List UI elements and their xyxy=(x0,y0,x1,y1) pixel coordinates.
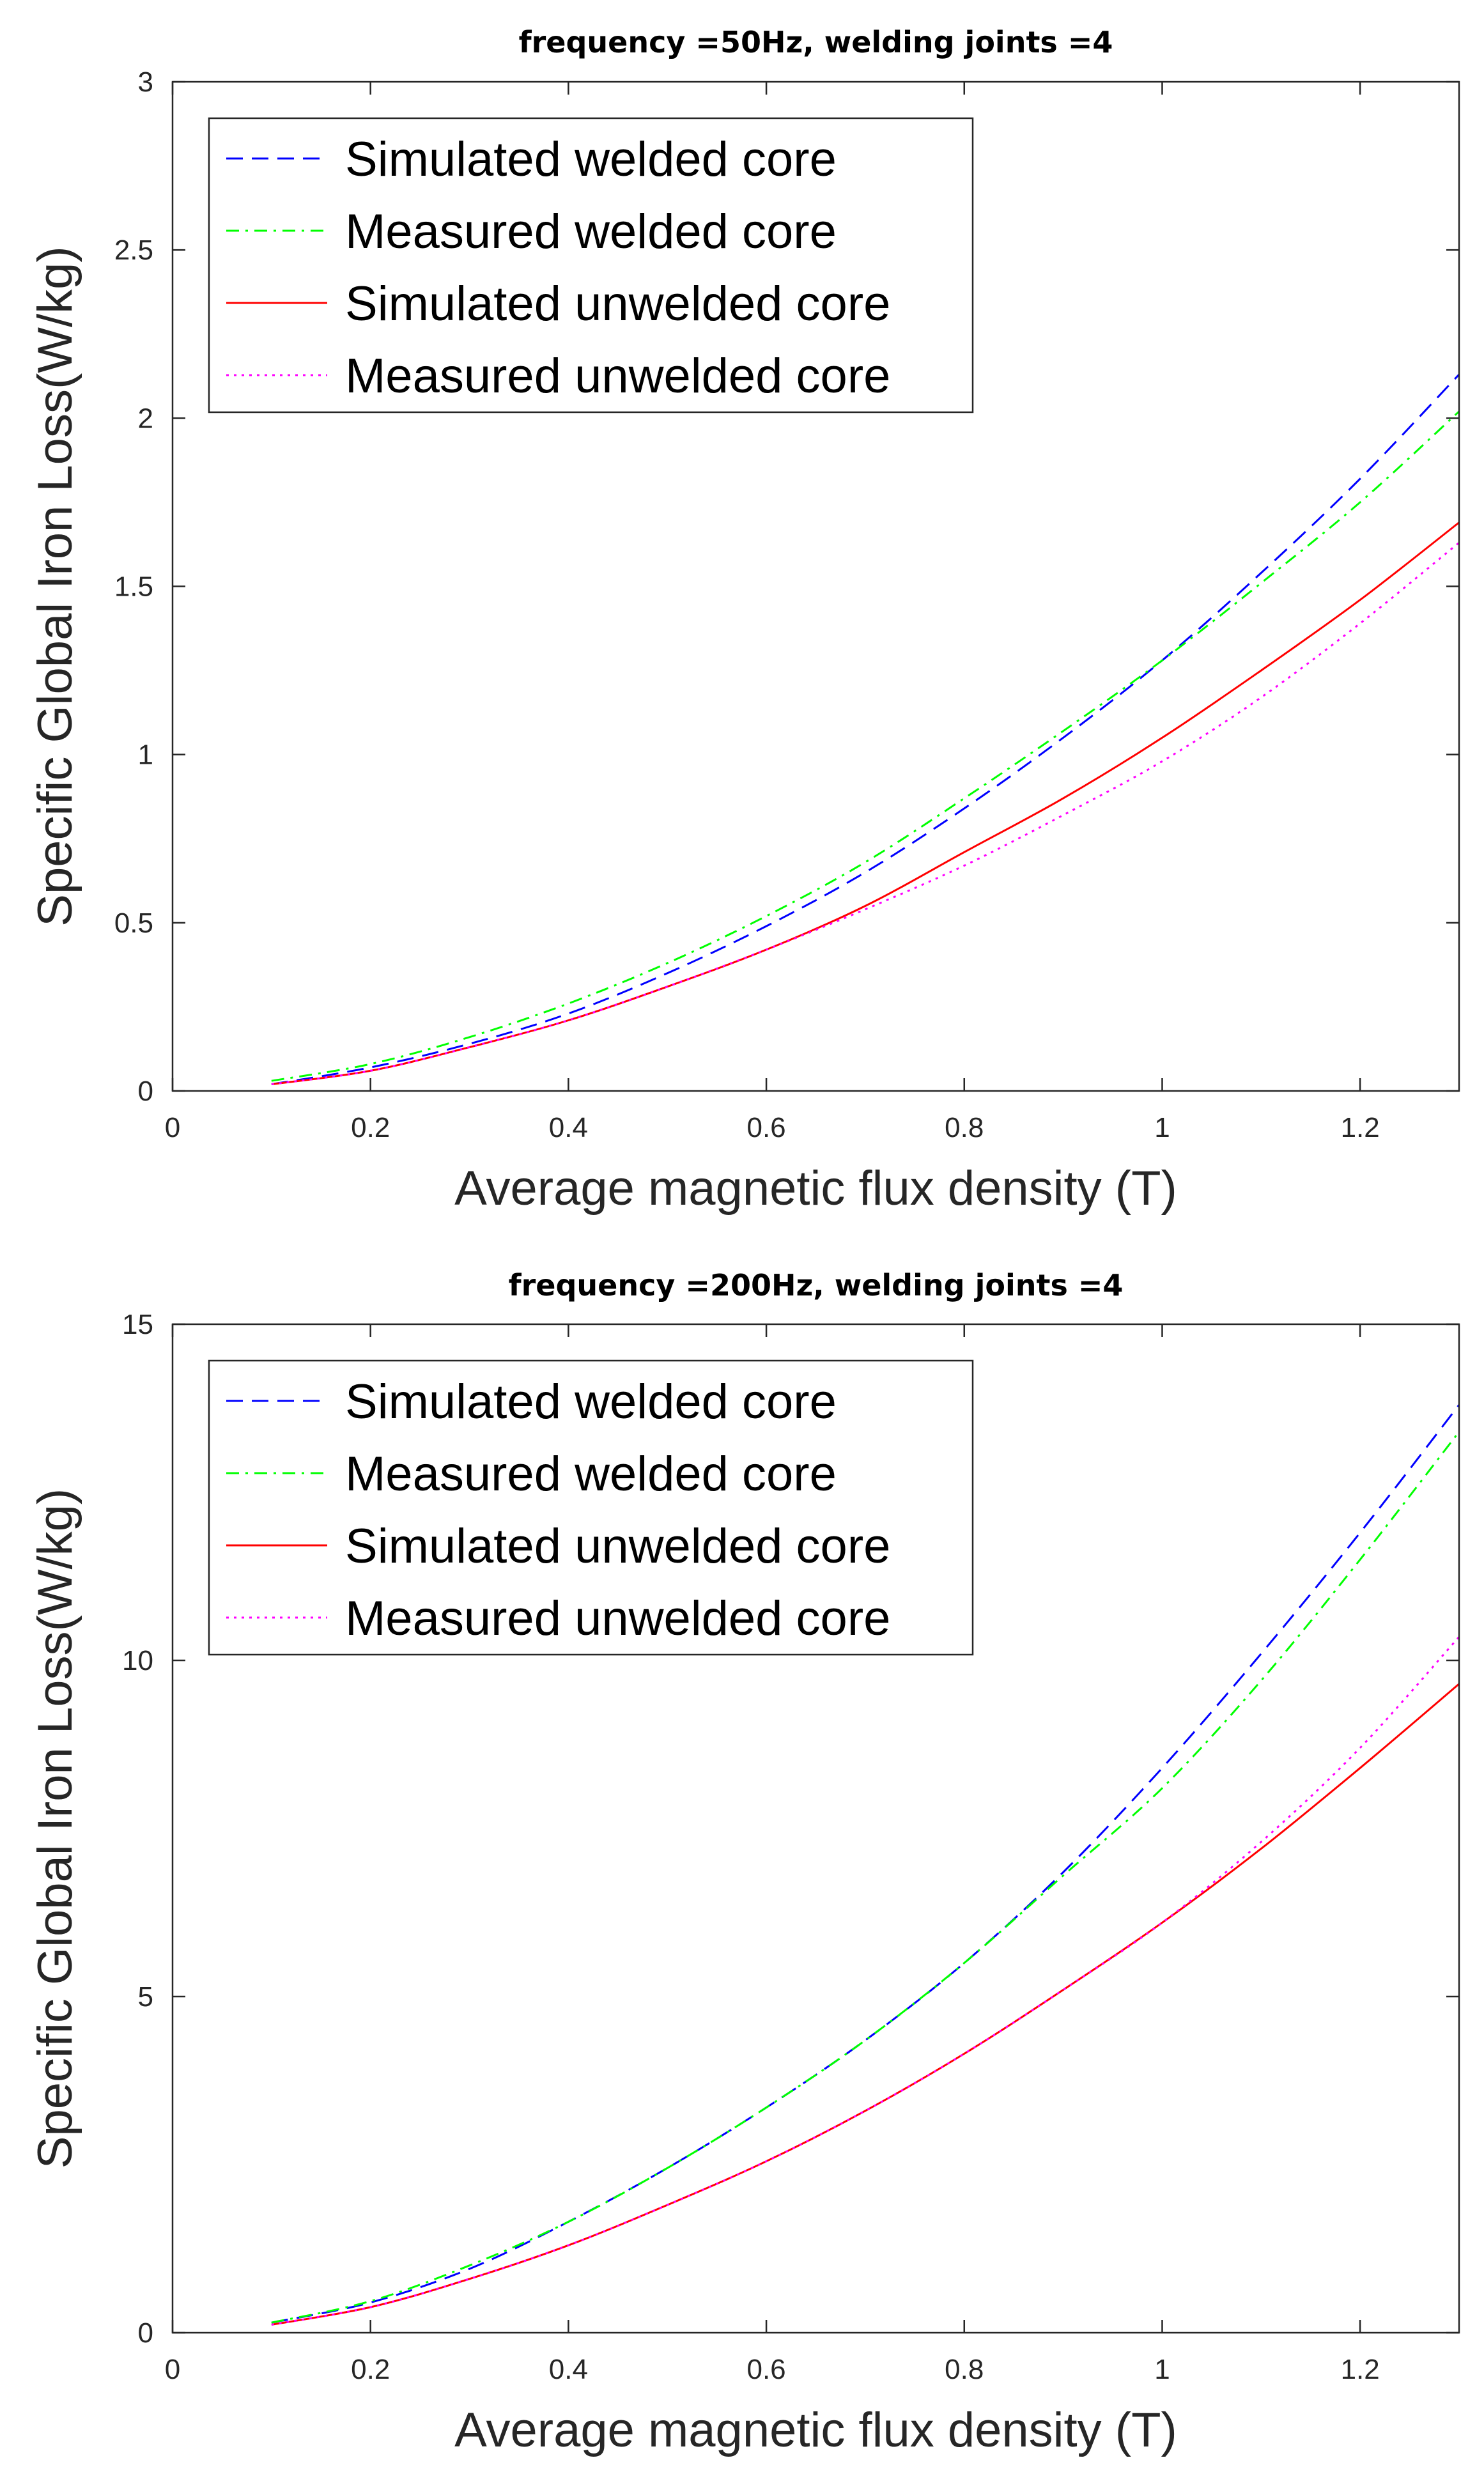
y-tick-label: 0 xyxy=(138,2317,153,2349)
series-line-measured-welded-core xyxy=(271,410,1459,1082)
x-tick-label: 0.2 xyxy=(351,2354,390,2385)
legend-entry: Simulated unwelded core xyxy=(345,277,890,331)
x-tick-label: 0.6 xyxy=(746,2354,785,2385)
x-tick-label: 0.4 xyxy=(549,2354,588,2385)
x-tick-label: 0.2 xyxy=(351,1112,390,1143)
x-tick-label: 1 xyxy=(1154,2354,1170,2385)
y-axis-label: Specific Global Iron Loss(W/kg) xyxy=(28,246,82,926)
x-tick-label: 1.2 xyxy=(1341,1112,1380,1143)
x-tick-label: 0.4 xyxy=(549,1112,588,1143)
series-line-simulated-welded-core xyxy=(271,1404,1459,2324)
legend-box xyxy=(208,117,974,414)
legend-entry: Measured unwelded core xyxy=(345,349,890,403)
y-tick-label: 2 xyxy=(138,403,153,434)
y-tick-label: 15 xyxy=(122,1309,153,1340)
series-line-simulated-welded-core xyxy=(271,373,1459,1085)
y-tick-label: 0.5 xyxy=(114,908,153,939)
legend-entry: Measured welded core xyxy=(345,205,837,259)
y-tick-label: 5 xyxy=(138,1981,153,2013)
x-tick-label: 0 xyxy=(165,2354,180,2385)
legend-entry: Simulated welded core xyxy=(345,132,837,187)
x-tick-label: 1 xyxy=(1154,1112,1170,1143)
series-line-simulated-unwelded-core xyxy=(271,522,1459,1085)
y-tick-label: 1.5 xyxy=(114,571,153,603)
y-tick-label: 1 xyxy=(138,739,153,771)
chart-200hz: frequency =200Hz, welding joints =4 0 0.2 0… xyxy=(28,1268,1460,2457)
legend-entry: Measured unwelded core xyxy=(345,1591,890,1646)
legend-box xyxy=(208,1359,974,1656)
y-tick-label: 0 xyxy=(138,1076,153,1107)
x-tick-label: 0 xyxy=(165,1112,180,1143)
y-axis-label: Specific Global Iron Loss(W/kg) xyxy=(28,1488,82,2168)
y-tick-label: 2.5 xyxy=(114,235,153,266)
x-tick-label: 0.8 xyxy=(945,1112,984,1143)
chart-title: frequency =200Hz, welding joints =4 xyxy=(509,1268,1124,1302)
legend-entry: Measured welded core xyxy=(345,1447,837,1501)
series-line-measured-welded-core xyxy=(271,1431,1459,2324)
x-tick-label: 0.8 xyxy=(945,2354,984,2385)
x-axis-label: Average magnetic flux density (T) xyxy=(454,2403,1177,2457)
legend-entry: Simulated unwelded core xyxy=(345,1519,890,1573)
y-tick-label: 10 xyxy=(122,1645,153,1676)
x-axis-label: Average magnetic flux density (T) xyxy=(454,1161,1177,1216)
x-tick-label: 1.2 xyxy=(1341,2354,1380,2385)
chart-title: frequency =50Hz, welding joints =4 xyxy=(519,25,1113,59)
axes-frame xyxy=(171,81,1460,1092)
legend-entry: Simulated welded core xyxy=(345,1375,837,1429)
x-tick-label: 0.6 xyxy=(746,1112,785,1143)
y-tick-label: 3 xyxy=(138,66,153,98)
chart-50hz: frequency =50Hz, welding joints =4 0 0.2 0.… xyxy=(28,25,1460,1216)
axes-frame xyxy=(171,1323,1460,2334)
